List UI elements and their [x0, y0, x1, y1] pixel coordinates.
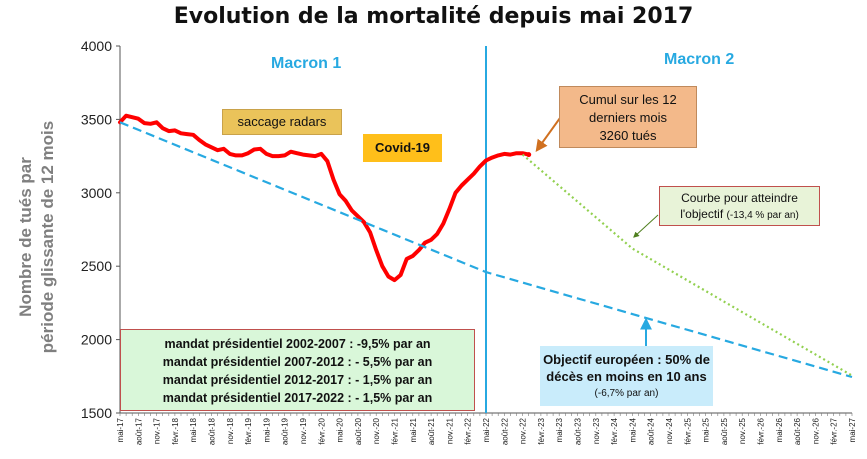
x-tick-label: mai-25	[702, 417, 711, 442]
x-tick-label: févr.-18	[171, 417, 180, 444]
macron1-label: Macron 1	[271, 55, 342, 72]
x-tick-label: mai-18	[189, 417, 198, 442]
macron2-label: Macron 2	[664, 51, 735, 68]
courbe-arrow	[633, 214, 659, 238]
x-tick-label: août-18	[208, 417, 217, 445]
saccage-radars-annotation: saccage radars	[222, 109, 342, 135]
cumul-line1: Cumul sur les 12	[579, 92, 677, 107]
cumul-line3: 3260 tués	[599, 128, 657, 143]
y-tick-label: 2000	[81, 332, 112, 348]
x-tick-label: août-23	[574, 417, 583, 445]
x-tick-label: févr.-23	[537, 417, 546, 444]
x-tick-label: août-24	[647, 417, 656, 445]
x-tick-label: févr.-24	[610, 417, 619, 444]
x-tick-label: mai-17	[116, 417, 125, 442]
courbe-rate: (-13,4 % par an)	[726, 210, 799, 221]
x-tick-label: nov.-24	[665, 417, 674, 444]
covid-annotation: Covid-19	[363, 134, 442, 162]
mandat-2002-2007: mandat présidentiel 2002-2007 : -9,5% pa…	[164, 337, 431, 351]
cumul-annotation: Cumul sur les 12 derniers mois 3260 tués	[559, 86, 697, 148]
x-tick-label: nov.-23	[592, 417, 601, 444]
y-tick-label: 1500	[81, 405, 112, 421]
mandat-2007-2012: mandat présidentiel 2007-2012 : - 5,5% p…	[162, 355, 433, 369]
x-tick-label: févr.-26	[757, 417, 766, 444]
x-tick-label: nov.-20	[372, 417, 381, 444]
series-objective	[119, 121, 853, 379]
objectif-line1: Objectif européen : 50% de	[543, 352, 710, 367]
annotation-arrows	[535, 117, 659, 347]
x-tick-label: août-19	[281, 417, 290, 445]
x-tick-label: août-20	[354, 417, 363, 445]
x-tick-label: mai-21	[409, 417, 418, 442]
y-tick-label: 3000	[81, 185, 112, 201]
x-tick-label: mai-22	[482, 417, 491, 442]
x-tick-label: nov.-18	[226, 417, 235, 444]
chart-series	[118, 113, 853, 379]
x-tick-label: août-25	[720, 417, 729, 445]
objectif-europeen-annotation: Objectif européen : 50% de décès en moin…	[540, 346, 713, 406]
x-tick-label: nov.-25	[738, 417, 747, 444]
y-tick-label: 3500	[81, 111, 112, 127]
x-tick-label: nov.-17	[153, 417, 162, 444]
x-tick-label: mai-24	[628, 417, 637, 442]
mandat-2017-2022: mandat présidentiel 2017-2022 : - 1,5% p…	[162, 391, 433, 405]
x-tick-label: nov.-22	[519, 417, 528, 444]
mandat-2012-2017: mandat présidentiel 2012-2017 : - 1,5% p…	[162, 373, 433, 387]
courbe-objectif-annotation: Courbe pour atteindre l'objectif (-13,4 …	[659, 186, 820, 226]
x-tick-label: févr.-27	[830, 417, 839, 444]
x-axis-ticks: mai-17 août-17 nov.-17 févr.-18 mai-18 août-1…	[116, 413, 857, 445]
courbe-line1: Courbe pour atteindre	[681, 191, 798, 205]
x-tick-label: mai-27	[848, 417, 857, 442]
y-tick-label: 2500	[81, 258, 112, 274]
y-axis-ticks: 1500 2000 2500 3000 3500 4000	[81, 38, 120, 421]
x-tick-label: mai-20	[336, 417, 345, 442]
x-tick-label: mai-26	[775, 417, 784, 442]
x-tick-label: août-22	[500, 417, 509, 445]
series-actual	[118, 113, 531, 283]
series-actual-end-point	[526, 152, 532, 158]
x-tick-label: août-17	[134, 417, 143, 445]
mandats-annotation: mandat présidentiel 2002-2007 : -9,5% pa…	[120, 329, 475, 411]
cumul-line2: derniers mois	[588, 110, 668, 125]
objectif-line2: décès en moins en 10 ans	[546, 369, 707, 384]
x-tick-label: févr.-22	[464, 417, 473, 444]
cumul-arrow	[535, 117, 561, 152]
x-tick-label: nov.-26	[811, 417, 820, 444]
objectif-rate: (-6,7% par an)	[594, 388, 659, 399]
x-tick-label: févr.-21	[391, 417, 400, 444]
x-tick-label: nov.-21	[445, 417, 454, 444]
x-tick-label: nov.-19	[299, 417, 308, 444]
x-tick-label: févr.-25	[683, 417, 692, 444]
x-tick-label: févr.-20	[317, 417, 326, 444]
x-tick-label: mai-23	[555, 417, 564, 442]
x-tick-label: août-21	[427, 417, 436, 445]
y-tick-label: 4000	[81, 38, 112, 54]
chart-title: Evolution de la mortalité depuis mai 201…	[173, 4, 694, 29]
x-tick-label: août-26	[793, 417, 802, 445]
x-tick-label: mai-19	[262, 417, 271, 442]
x-tick-label: févr.-19	[244, 417, 253, 444]
courbe-line2: l'objectif	[680, 207, 724, 221]
